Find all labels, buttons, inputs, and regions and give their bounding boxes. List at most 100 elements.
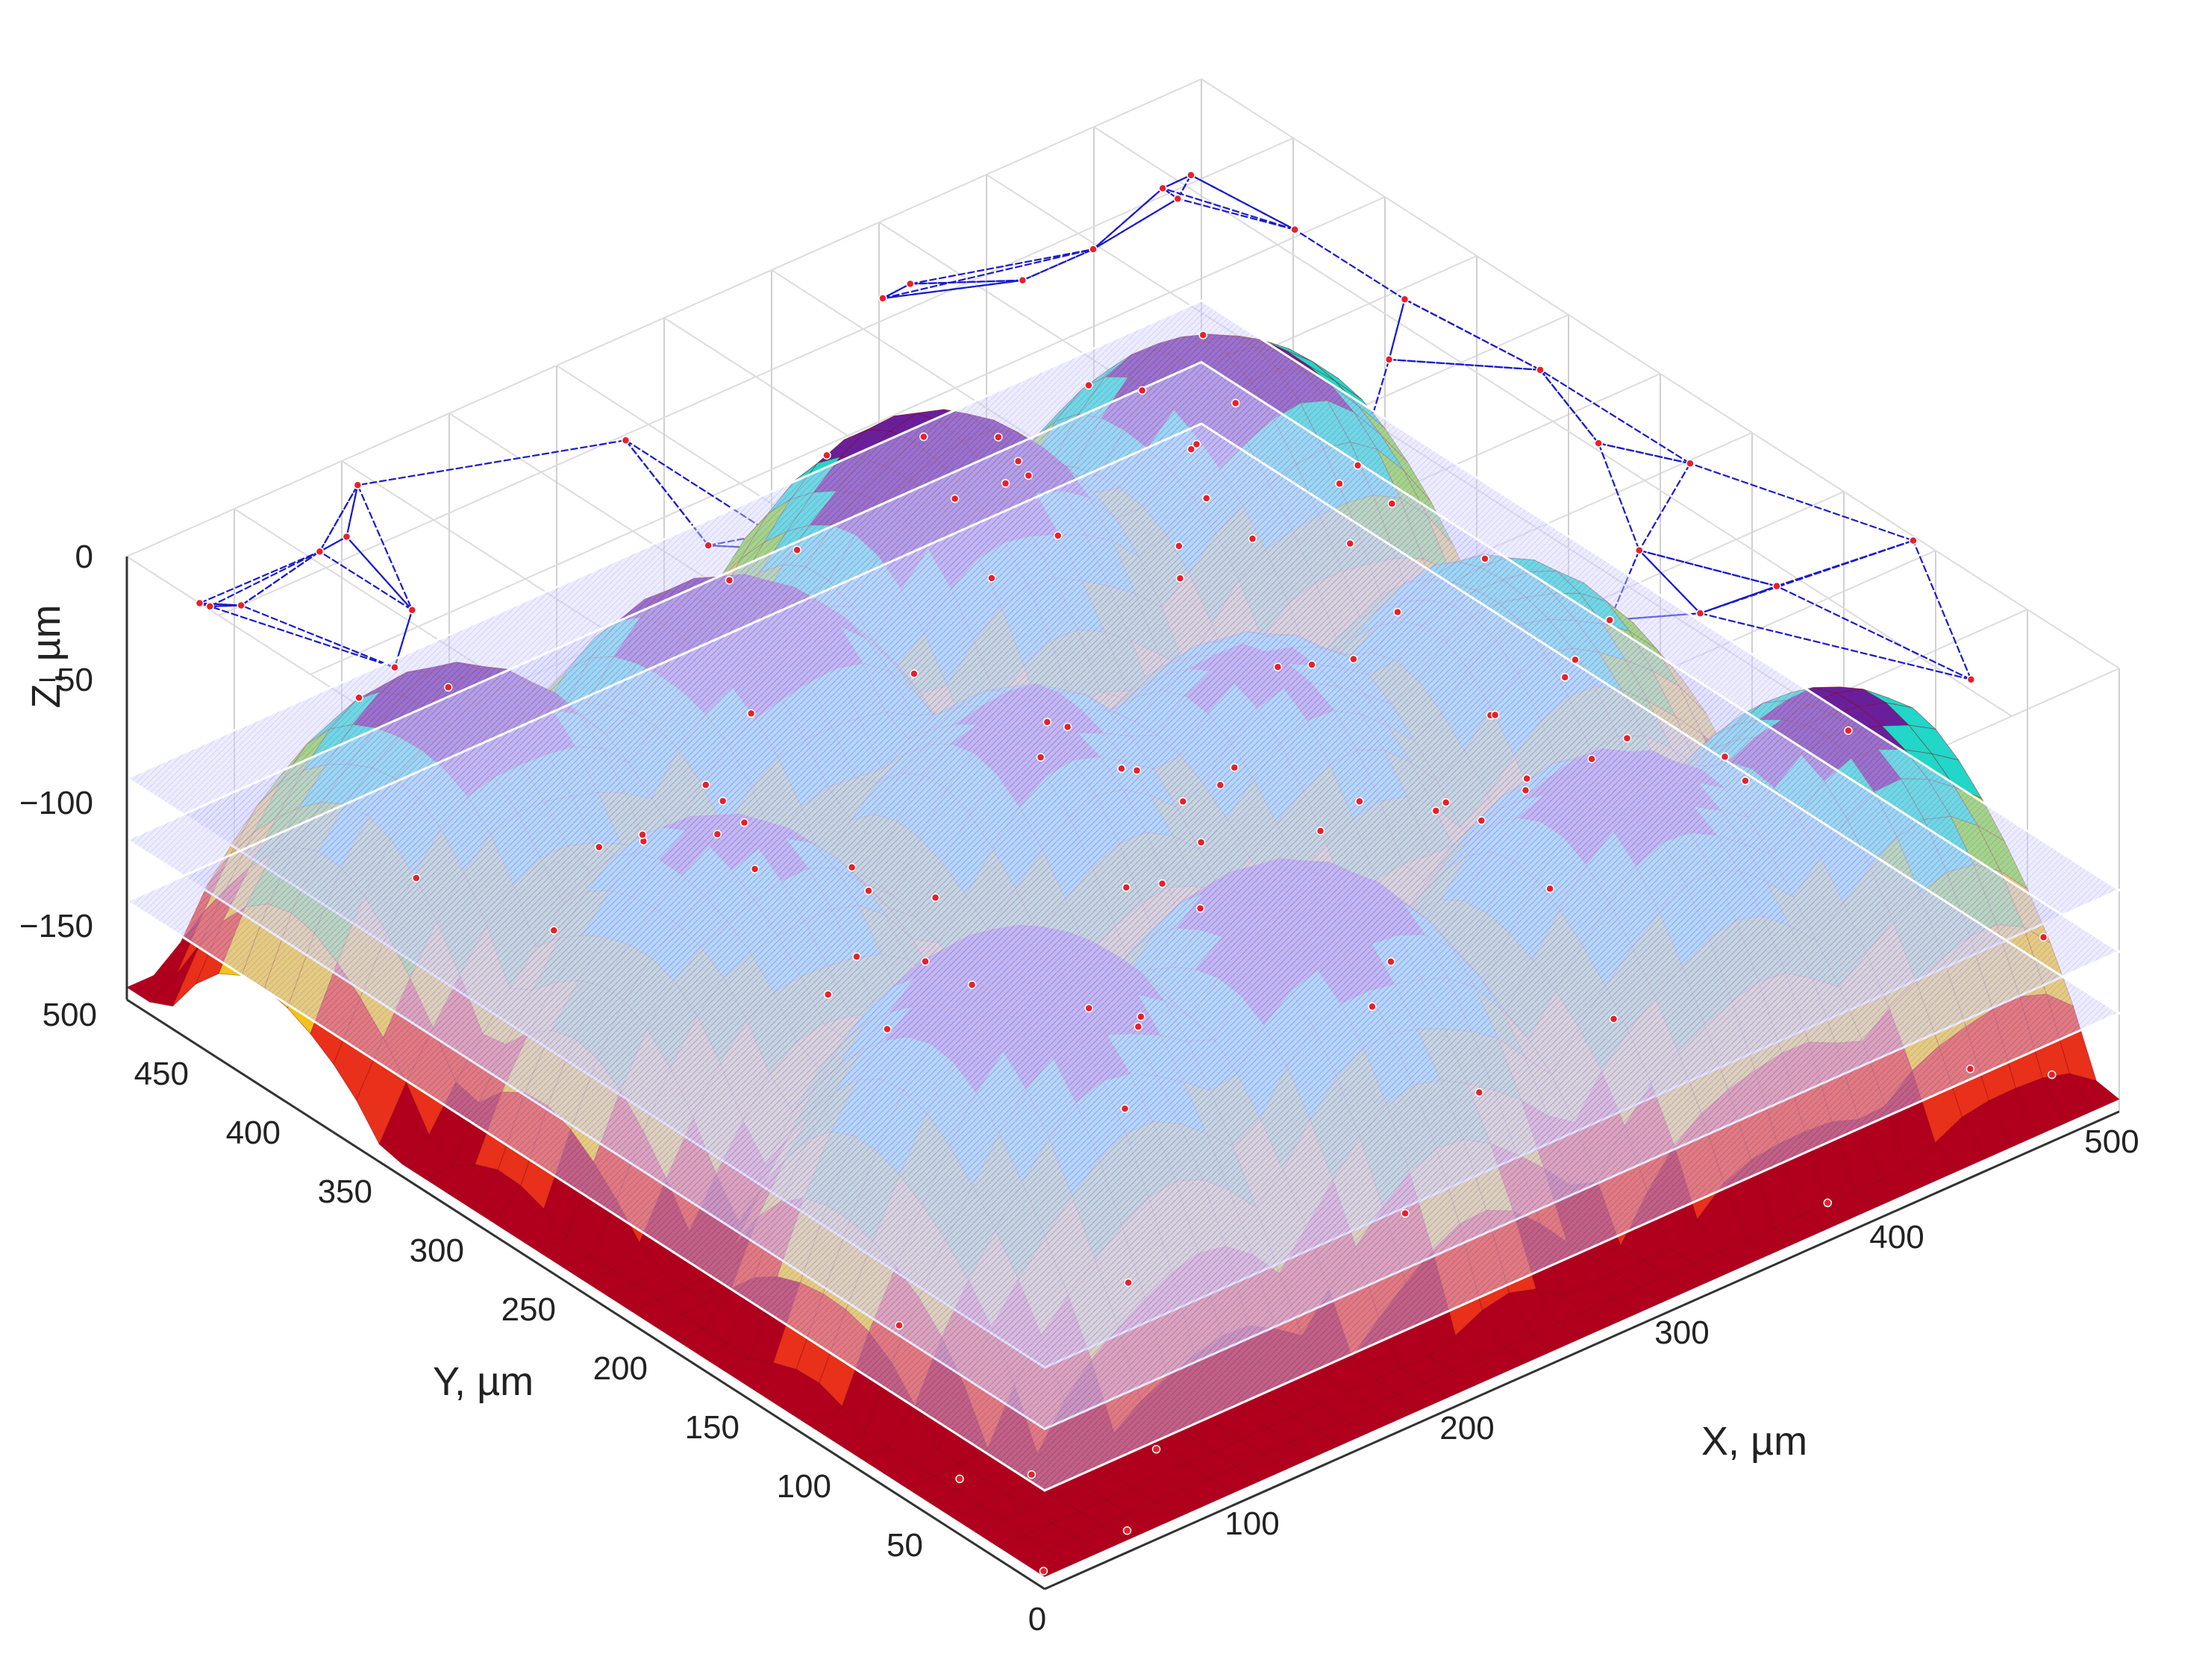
summit-point <box>1431 806 1441 815</box>
summit-point <box>1027 1470 1036 1479</box>
summit-point <box>1741 776 1750 786</box>
z-tick-label: −50 <box>37 662 93 698</box>
summit-point <box>1909 536 1918 545</box>
summit-point <box>1384 355 1394 364</box>
summit-point <box>1400 295 1410 304</box>
summit-point <box>883 1024 892 1034</box>
summit-point <box>864 886 873 895</box>
summit-point <box>994 433 1003 442</box>
y-tick-label: 500 <box>43 997 97 1033</box>
summit-point <box>1157 879 1167 888</box>
axes: 0 100 200 300 400 500 50 100 150 200 250 300 350 400 4… <box>19 539 2139 1637</box>
summit-point <box>1158 184 1167 193</box>
summit-point <box>906 279 915 289</box>
summit-point <box>987 574 996 583</box>
x-tick-label: 500 <box>2084 1123 2139 1160</box>
summit-point <box>1195 903 1205 913</box>
summit-point <box>792 545 801 554</box>
summit-point <box>1393 607 1402 617</box>
summit-point <box>412 874 421 883</box>
z-tick-label: −100 <box>19 785 93 821</box>
summit-point <box>353 480 363 490</box>
summit-point <box>1186 170 1195 180</box>
summit-point <box>1353 461 1363 470</box>
summit-point <box>1018 276 1028 285</box>
summit-point <box>1175 574 1185 583</box>
summit-point <box>1124 1278 1133 1288</box>
summit-point <box>1772 581 1781 591</box>
threshold-planes <box>124 299 2122 1492</box>
summit-point <box>1196 838 1206 847</box>
summit-point <box>1054 531 1063 540</box>
summit-point <box>1120 1104 1130 1113</box>
summit-point <box>1151 1444 1161 1454</box>
summit-point <box>1117 764 1126 773</box>
x-axis-label: X, µm <box>1701 1419 1807 1464</box>
summit-point <box>1178 797 1188 806</box>
summit-point <box>931 893 940 902</box>
summit-point <box>205 602 215 611</box>
z-tick-label: 0 <box>75 539 93 575</box>
y-tick-label: 100 <box>777 1468 831 1505</box>
summit-point <box>1345 539 1355 548</box>
summit-point <box>237 601 246 610</box>
z-axis-label: Z, µm <box>24 604 69 708</box>
summit-point <box>1084 380 1093 390</box>
summit-point <box>1122 883 1131 892</box>
summit-point <box>1355 797 1364 806</box>
summit-point <box>704 541 713 550</box>
summit-point <box>1536 366 1545 374</box>
summit-point <box>1273 662 1283 671</box>
summit-point <box>822 451 831 460</box>
summit-point <box>739 818 749 827</box>
summit-point <box>852 952 861 962</box>
z-tick-label: −150 <box>19 908 93 944</box>
summit-point <box>1316 827 1325 836</box>
x-tick-label: 400 <box>1869 1219 1924 1256</box>
x-tick-label: 300 <box>1654 1314 1709 1351</box>
summit-point <box>1387 499 1397 508</box>
summit-point <box>407 606 417 615</box>
summit-point <box>354 693 363 703</box>
summit-point <box>713 830 722 839</box>
summit-point <box>1013 457 1023 466</box>
summit-point <box>315 547 325 557</box>
summit-point <box>950 494 960 504</box>
summit-point <box>1173 194 1183 204</box>
summit-point <box>1622 733 1632 743</box>
x-axis-line <box>1044 1110 2120 1590</box>
summit-point <box>746 709 756 718</box>
x-tick-label: 200 <box>1439 1410 1494 1447</box>
summit-point <box>390 662 399 672</box>
summit-point <box>1720 752 1730 762</box>
summit-point <box>1024 471 1033 480</box>
summit-point <box>1401 1209 1410 1218</box>
summit-point <box>1477 816 1486 825</box>
summit-point <box>1965 1065 1975 1073</box>
y-tick-label: 350 <box>318 1173 372 1210</box>
summit-point <box>1335 479 1344 489</box>
summit-point <box>1192 439 1201 449</box>
summit-point <box>1686 459 1695 468</box>
x-tick-label: 0 <box>1028 1601 1046 1637</box>
summit-point <box>701 780 710 789</box>
summit-point <box>1609 1015 1619 1024</box>
threshold-plane-3 <box>124 422 2122 1492</box>
y-axis-line <box>126 998 1045 1590</box>
summit-point <box>1349 654 1358 664</box>
summit-point <box>1248 534 1257 543</box>
summit-point <box>1036 753 1045 762</box>
summit-point <box>1605 615 1615 625</box>
summit-point <box>1042 718 1052 727</box>
summit-point <box>1480 554 1489 563</box>
summit-point <box>1175 542 1183 551</box>
summit-point <box>750 865 760 874</box>
summit-point <box>1231 398 1240 408</box>
summit-point <box>1122 1526 1132 1535</box>
summit-point <box>725 576 734 585</box>
summit-point <box>2048 1070 2057 1079</box>
summit-point <box>1635 545 1644 555</box>
x-tick-label: 100 <box>1225 1505 1279 1542</box>
summit-point <box>1230 763 1239 772</box>
summit-point <box>967 980 977 989</box>
